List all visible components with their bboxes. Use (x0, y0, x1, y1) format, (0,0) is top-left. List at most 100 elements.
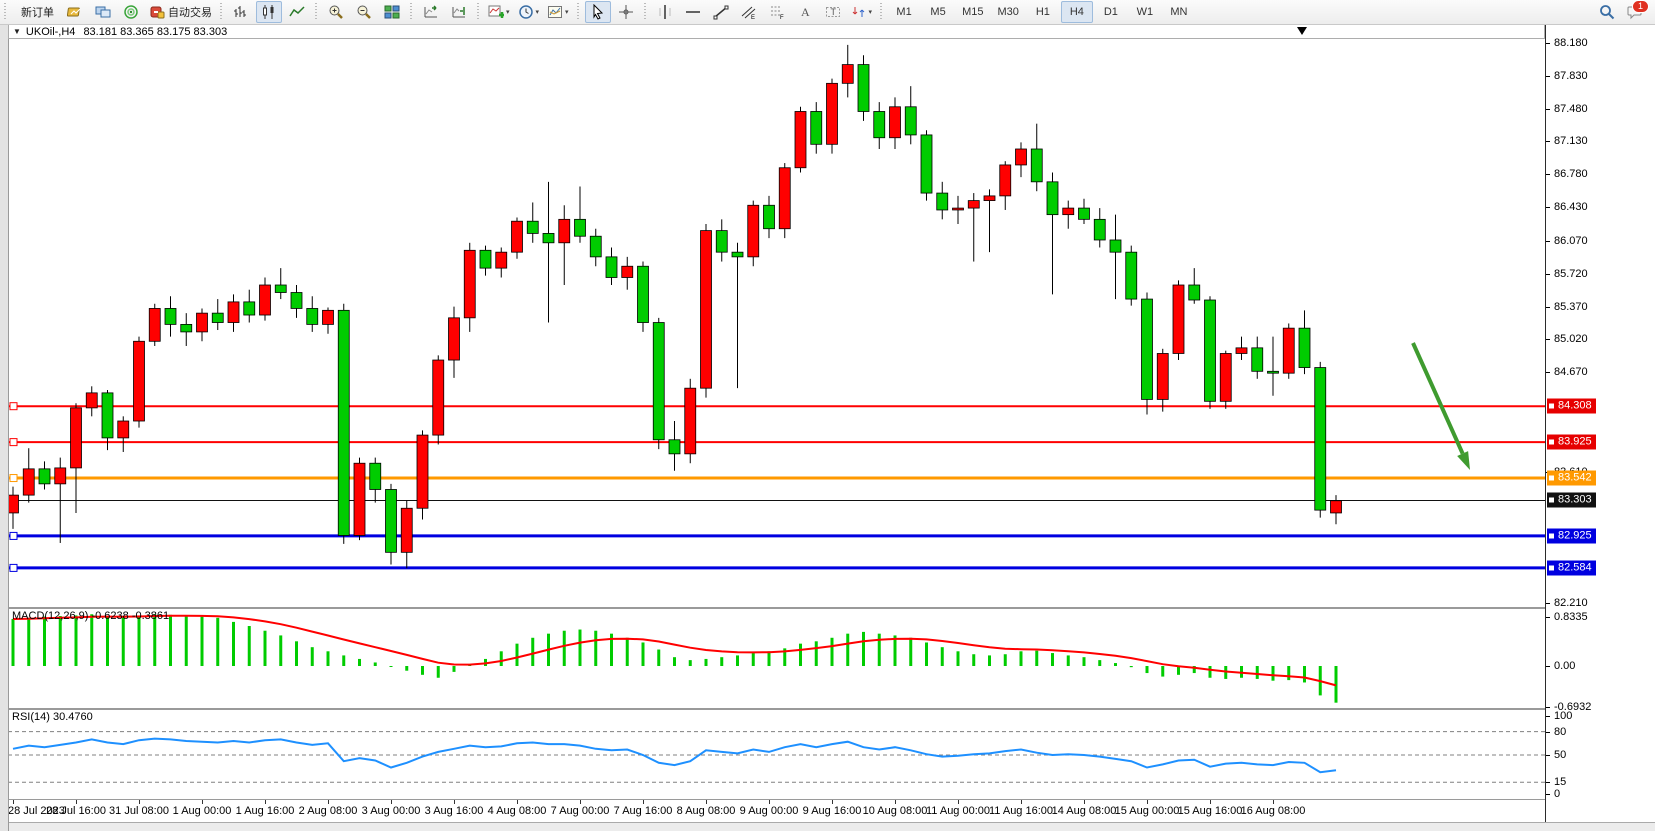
price-axis[interactable]: 88.180 87.830 87.480 87.130 86.780 86.430 86.0… (1546, 24, 1655, 822)
pane-splitter[interactable] (8, 607, 1655, 609)
line-chart-button[interactable] (284, 1, 310, 23)
time-tick (517, 800, 518, 804)
search-button[interactable] (1594, 1, 1620, 23)
main-chart-pane[interactable] (8, 40, 1545, 607)
toolbar-grip[interactable] (2, 3, 9, 21)
pane-splitter[interactable] (8, 708, 1655, 710)
vertical-line-button[interactable] (652, 1, 678, 23)
toolbar-grip[interactable] (878, 3, 886, 21)
text-label-button[interactable]: T (820, 1, 846, 23)
toolbar-grip[interactable] (313, 3, 320, 21)
time-tick (328, 800, 329, 804)
toolbar-grip[interactable] (475, 3, 482, 21)
timeframe-d1-button[interactable]: D1 (1103, 6, 1118, 18)
timeframe-h4-button[interactable]: H4 (1060, 1, 1093, 23)
time-tick (706, 800, 707, 804)
macd-pane[interactable]: MACD(12,26,9) -0.6238 -0.3861 (8, 609, 1545, 708)
time-label: 10 Aug 08:00 (862, 805, 928, 817)
time-tick (895, 800, 896, 804)
toolbar-grip[interactable] (408, 3, 415, 21)
fibonacci-button[interactable]: F (764, 1, 790, 23)
periods-button[interactable]: ▾ (515, 1, 543, 23)
time-label: 28 Jul 16:00 (46, 805, 106, 817)
chart-shift-button[interactable] (446, 1, 472, 23)
price-tag: 84.308 (1547, 398, 1596, 414)
arrows-button[interactable]: ▾ (848, 1, 876, 23)
price-tag: 83.925 (1547, 434, 1596, 450)
chart-dropdown-icon[interactable]: ▼ (13, 27, 21, 36)
timeframe-m1-button[interactable]: M1 (896, 6, 912, 18)
price-tick (1546, 43, 1550, 44)
price-tick-label: 84.670 (1554, 366, 1588, 379)
price-tick-label: 82.210 (1554, 596, 1588, 609)
price-tick-label: 85.020 (1554, 333, 1588, 346)
toolbar-grip[interactable] (574, 3, 582, 21)
text-button[interactable]: A (792, 1, 818, 23)
chevron-down-icon[interactable]: ▾ (565, 9, 569, 16)
bottom-strip (0, 822, 1655, 831)
autotrading-button[interactable]: 自动交易 (146, 1, 215, 23)
line-handle[interactable] (9, 438, 18, 447)
zoom-in-button[interactable] (323, 1, 349, 23)
chevron-down-icon[interactable]: ▾ (868, 9, 873, 16)
chart-title-bar[interactable]: ▼ UKOil-,H4 83.181 83.365 83.175 83.303 (8, 24, 1545, 39)
chevron-down-icon[interactable]: ▾ (535, 9, 540, 16)
rsi-axis-label: 0 (1554, 788, 1561, 800)
time-label: 3 Aug 16:00 (424, 805, 484, 817)
cursor-button[interactable] (584, 1, 611, 23)
time-label: 9 Aug 16:00 (802, 805, 862, 817)
time-axis[interactable]: 28 Jul 2023 28 Jul 16:00 31 Jul 08:00 1 Aug… (8, 800, 1545, 822)
timeframe-m30-button[interactable]: M30 (997, 6, 1019, 18)
price-tick (1546, 141, 1550, 143)
zoom-out-button[interactable] (351, 1, 377, 23)
time-label: 8 Aug 08:00 (676, 805, 736, 817)
line-handle[interactable] (9, 474, 18, 483)
price-tick (1546, 339, 1550, 341)
rsi-pane[interactable]: RSI(14) 30.4760 (8, 710, 1545, 800)
price-tick (1546, 273, 1550, 275)
price-tick-label: 87.830 (1554, 69, 1588, 82)
price-tick (1546, 75, 1550, 77)
auto-scroll-button[interactable] (418, 1, 444, 23)
indicators-button[interactable]: ▾ (485, 1, 513, 23)
chevron-down-icon[interactable]: ▾ (506, 9, 510, 16)
rsi-axis-label: 50 (1554, 749, 1567, 761)
equidistant-channel-button[interactable]: E (736, 1, 762, 23)
time-tick (391, 800, 392, 804)
timeframe-mn-button[interactable]: MN (1170, 6, 1188, 18)
tile-windows-button[interactable] (379, 1, 405, 23)
timeframe-h1-button[interactable]: H1 (1035, 6, 1050, 18)
timeframe-m5-button[interactable]: M5 (930, 6, 946, 18)
price-tick-label: 87.130 (1554, 135, 1588, 148)
time-tick (202, 800, 203, 804)
crosshair-button[interactable] (613, 1, 639, 23)
price-tag: 82.925 (1547, 528, 1596, 544)
toolbar-grip[interactable] (218, 3, 225, 21)
bar-chart-button[interactable] (228, 1, 254, 23)
down-arrow-annotation[interactable] (1411, 342, 1465, 455)
time-tick (76, 800, 77, 804)
alerts-icon-button[interactable] (118, 1, 144, 23)
rsi-axis-label: 15 (1554, 776, 1567, 789)
time-tick (1147, 800, 1148, 804)
price-tick-label: 86.430 (1554, 201, 1588, 214)
templates-button[interactable]: ▾ (544, 1, 572, 23)
trendline-button[interactable] (708, 1, 734, 23)
time-label: 9 Aug 00:00 (739, 805, 799, 817)
rsi-label: RSI(14) 30.4760 (12, 711, 93, 723)
toolbar-grip[interactable] (641, 3, 649, 21)
price-tick-label: 87.480 (1554, 102, 1588, 115)
notification-badge: 1 (1632, 0, 1649, 13)
new-order-button[interactable]: 新订单 (12, 1, 60, 23)
notifications-button[interactable]: 1 (1622, 0, 1649, 23)
profiles-icon-button[interactable] (90, 1, 116, 23)
new-chart-icon-button[interactable] (62, 1, 88, 23)
horizontal-line-button[interactable] (680, 1, 706, 23)
line-handle[interactable] (9, 563, 18, 572)
line-handle[interactable] (9, 531, 18, 540)
chart-shift-marker-icon[interactable] (1297, 27, 1307, 35)
candlestick-chart-button[interactable] (256, 1, 282, 23)
timeframe-w1-button[interactable]: W1 (1136, 6, 1154, 18)
timeframe-m15-button[interactable]: M15 (962, 6, 984, 18)
line-handle[interactable] (9, 402, 18, 411)
